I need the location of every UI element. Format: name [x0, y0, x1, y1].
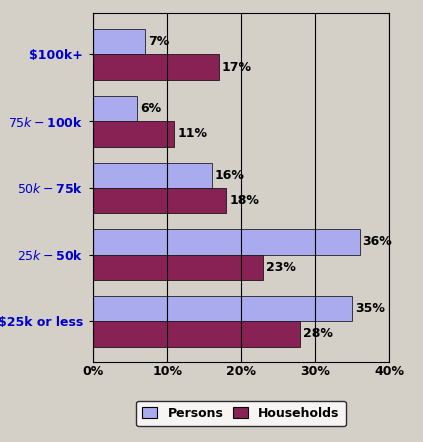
- Text: 18%: 18%: [229, 194, 259, 207]
- Legend: Persons, Households: Persons, Households: [136, 400, 346, 426]
- Bar: [93, 121, 175, 146]
- Bar: [93, 163, 212, 188]
- Text: 35%: 35%: [355, 302, 385, 315]
- Text: 11%: 11%: [178, 127, 207, 140]
- Text: 6%: 6%: [140, 102, 162, 115]
- Text: 16%: 16%: [214, 169, 244, 182]
- Text: 36%: 36%: [363, 236, 392, 248]
- Bar: [93, 188, 226, 213]
- Text: 17%: 17%: [222, 61, 252, 74]
- Bar: [93, 321, 300, 347]
- Text: 28%: 28%: [303, 328, 333, 340]
- Text: 23%: 23%: [266, 261, 296, 274]
- Bar: [93, 229, 360, 255]
- Bar: [93, 96, 137, 121]
- Bar: [93, 29, 145, 54]
- Bar: [93, 296, 352, 321]
- Bar: [93, 54, 219, 80]
- Bar: [93, 255, 263, 280]
- Text: 7%: 7%: [148, 35, 169, 48]
